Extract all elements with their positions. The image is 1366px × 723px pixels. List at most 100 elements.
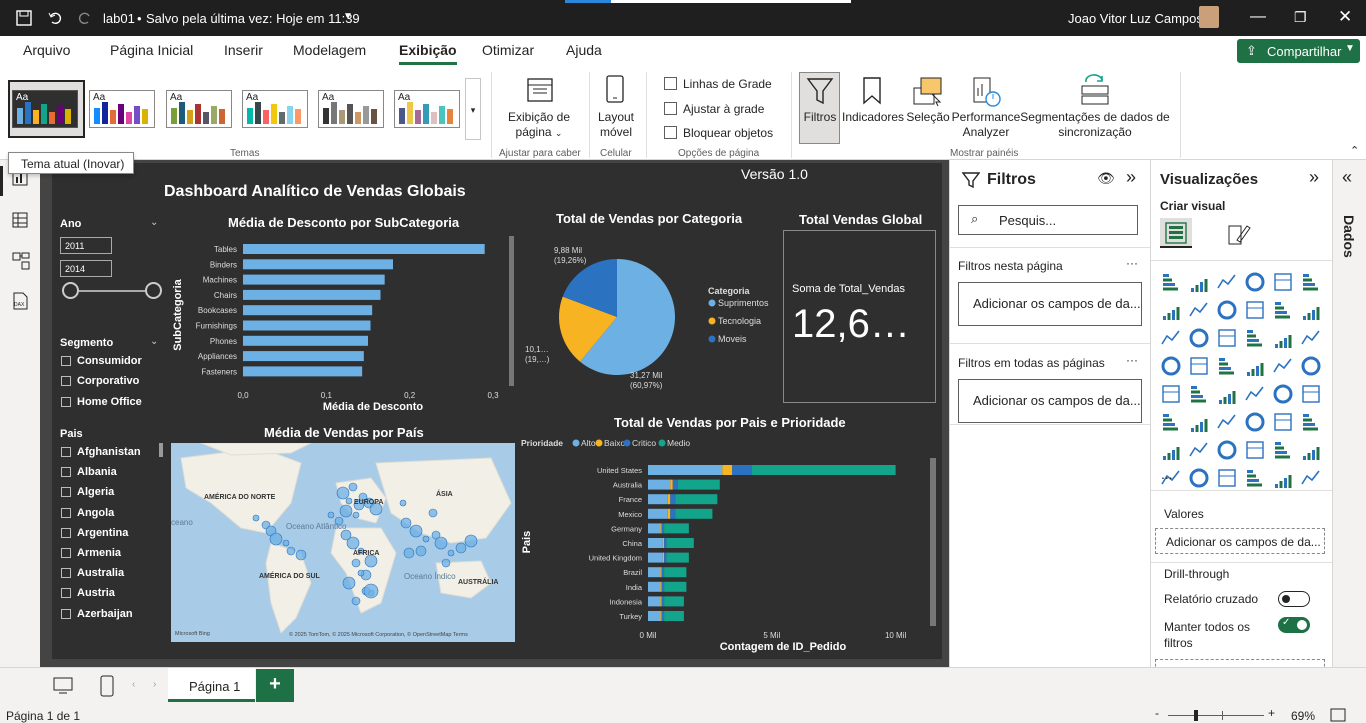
visual-type-icon[interactable] xyxy=(1217,412,1237,432)
visual-type-icon[interactable] xyxy=(1301,328,1321,348)
pais-item[interactable]: Australia xyxy=(61,567,124,579)
visual-type-icon[interactable] xyxy=(1189,468,1209,488)
visual-type-icon[interactable] xyxy=(1301,272,1321,292)
zoom-slider[interactable] xyxy=(1168,715,1264,716)
ano-to-input[interactable]: 2014 xyxy=(60,260,112,277)
theme-2[interactable]: Aa xyxy=(89,90,155,128)
visual-type-icon[interactable] xyxy=(1161,412,1181,432)
tab-modelagem[interactable]: Modelagem xyxy=(293,42,367,58)
visual-type-icon[interactable] xyxy=(1245,300,1265,320)
visual-type-icon[interactable] xyxy=(1245,328,1265,348)
bookmarks-button[interactable]: Indicadores xyxy=(842,110,905,124)
phone-view-icon[interactable] xyxy=(100,675,114,697)
visual-type-icon[interactable] xyxy=(1217,328,1237,348)
lock-checkbox[interactable]: Bloquear objetos xyxy=(664,126,773,140)
pais-item[interactable]: Armenia xyxy=(61,547,121,559)
tab-pagina-inicial[interactable]: Página Inicial xyxy=(110,42,194,58)
eye-icon[interactable]: 👁 xyxy=(1097,170,1115,186)
segmento-home-office[interactable]: Home Office xyxy=(61,396,142,408)
undo-icon[interactable] xyxy=(47,10,63,26)
snap-checkbox[interactable]: Ajustar à grade xyxy=(664,102,764,116)
tab-otimizar[interactable]: Otimizar xyxy=(482,42,535,58)
visual-type-icon[interactable] xyxy=(1273,412,1293,432)
tab-ajuda[interactable]: Ajuda xyxy=(566,42,602,58)
performance-analyzer-button[interactable]: Performance Analyzer xyxy=(951,110,1021,139)
zoom-in-button[interactable]: + xyxy=(1268,706,1276,720)
visual-type-icon[interactable] xyxy=(1273,384,1293,404)
filters-toggle[interactable] xyxy=(799,72,840,144)
cross-report-toggle[interactable] xyxy=(1278,591,1310,607)
desktop-view-icon[interactable] xyxy=(53,677,73,695)
filters-search-input[interactable]: ⌕ Pesquis... xyxy=(958,205,1138,235)
chevron-down-icon[interactable]: ⌄ xyxy=(150,336,159,347)
mobile-layout-button[interactable]: Layout móvel xyxy=(597,110,635,139)
keep-filters-toggle[interactable]: ✓ xyxy=(1278,617,1310,633)
add-page-filter-well[interactable]: Adicionar os campos de da... xyxy=(958,282,1142,326)
user-name[interactable]: Joao Vitor Luz Campos xyxy=(1068,11,1203,26)
total-sales-card[interactable] xyxy=(783,230,936,403)
tab-exibicao[interactable]: Exibição xyxy=(399,42,457,65)
tab-arquivo[interactable]: Arquivo xyxy=(23,42,71,58)
save-icon[interactable] xyxy=(16,10,32,26)
pais-item[interactable]: Argentina xyxy=(61,527,128,539)
zoom-level[interactable]: 69% xyxy=(1291,709,1316,723)
visual-type-icon[interactable] xyxy=(1161,300,1181,320)
visual-type-icon[interactable] xyxy=(1273,440,1293,460)
visual-type-icon[interactable] xyxy=(1161,272,1181,292)
visual-type-icon[interactable] xyxy=(1301,384,1321,404)
expand-data-icon[interactable]: « xyxy=(1342,167,1353,187)
sync-slicers-button[interactable]: Segmentações de dados de sincronização xyxy=(1020,110,1170,139)
ano-slider-handle-min[interactable] xyxy=(62,282,79,299)
visual-type-icon[interactable] xyxy=(1217,468,1237,488)
visual-type-icon[interactable] xyxy=(1217,300,1237,320)
pais-item[interactable]: Azerbaijan xyxy=(61,608,133,620)
theme-4[interactable]: Aa xyxy=(242,90,308,128)
close-icon[interactable]: ✕ xyxy=(1338,7,1353,26)
save-status[interactable]: Salvo pela última vez: Hoje em 11:39 xyxy=(146,11,360,26)
table-view-icon[interactable] xyxy=(12,212,28,228)
more-options-icon[interactable]: ··· xyxy=(1126,256,1138,270)
visual-type-icon[interactable] xyxy=(1189,300,1209,320)
theme-inovar[interactable]: Aa xyxy=(12,90,78,128)
visual-type-icon[interactable] xyxy=(1217,356,1237,376)
visual-type-icon[interactable] xyxy=(1217,272,1237,292)
prev-page-icon[interactable]: ‹ xyxy=(132,679,136,690)
gridlines-checkbox[interactable]: Linhas de Grade xyxy=(664,77,772,91)
zoom-slider-handle[interactable] xyxy=(1194,710,1198,721)
zoom-out-button[interactable]: - xyxy=(1155,706,1159,720)
minimize-icon[interactable]: — xyxy=(1250,8,1266,25)
values-well[interactable]: Adicionar os campos de da... xyxy=(1155,528,1325,554)
pais-item[interactable]: Angola xyxy=(61,507,114,519)
visual-type-icon[interactable] xyxy=(1273,328,1293,348)
visual-type-icon[interactable] xyxy=(1301,412,1321,432)
pais-item[interactable]: Algeria xyxy=(61,486,114,498)
visual-type-icon[interactable] xyxy=(1301,300,1321,320)
maximize-icon[interactable]: ❐ xyxy=(1294,9,1307,25)
next-page-icon[interactable]: › xyxy=(153,679,157,690)
chevron-down-icon[interactable]: ▼ xyxy=(343,11,353,22)
visual-type-icon[interactable] xyxy=(1245,468,1265,488)
sales-map[interactable]: AMÉRICA DO NORTE EUROPA ÁSIA Oceano Atlânti… xyxy=(171,443,515,642)
chevron-down-icon[interactable]: ⌄ xyxy=(150,217,159,228)
ano-slider-handle-max[interactable] xyxy=(145,282,162,299)
share-button[interactable]: ⇪ Compartilhar ▼ xyxy=(1237,39,1360,63)
visual-type-icon[interactable] xyxy=(1273,300,1293,320)
collapse-viz-icon[interactable]: » xyxy=(1309,167,1320,187)
tab-inserir[interactable]: Inserir xyxy=(224,42,263,58)
pais-item[interactable]: Albania xyxy=(61,466,117,478)
model-view-icon[interactable] xyxy=(12,252,30,270)
collapse-ribbon-icon[interactable]: ⌃ xyxy=(1350,145,1360,157)
visual-type-icon[interactable] xyxy=(1161,440,1181,460)
theme-5[interactable]: Aa xyxy=(318,90,384,128)
pais-item[interactable]: Austria xyxy=(61,587,115,599)
visual-type-icon[interactable] xyxy=(1301,440,1321,460)
visual-type-icon[interactable] xyxy=(1245,440,1265,460)
segmento-consumidor[interactable]: Consumidor xyxy=(61,355,142,367)
more-options-icon[interactable]: ··· xyxy=(1126,353,1138,367)
visual-type-icon[interactable] xyxy=(1245,412,1265,432)
page-view-button[interactable]: Exibição de página ⌄ xyxy=(507,110,571,139)
selection-button[interactable]: Seleção xyxy=(906,110,950,124)
theme-6[interactable]: Aa xyxy=(394,90,460,128)
visual-type-icon[interactable] xyxy=(1161,328,1181,348)
add-page-button[interactable]: + xyxy=(256,669,294,702)
